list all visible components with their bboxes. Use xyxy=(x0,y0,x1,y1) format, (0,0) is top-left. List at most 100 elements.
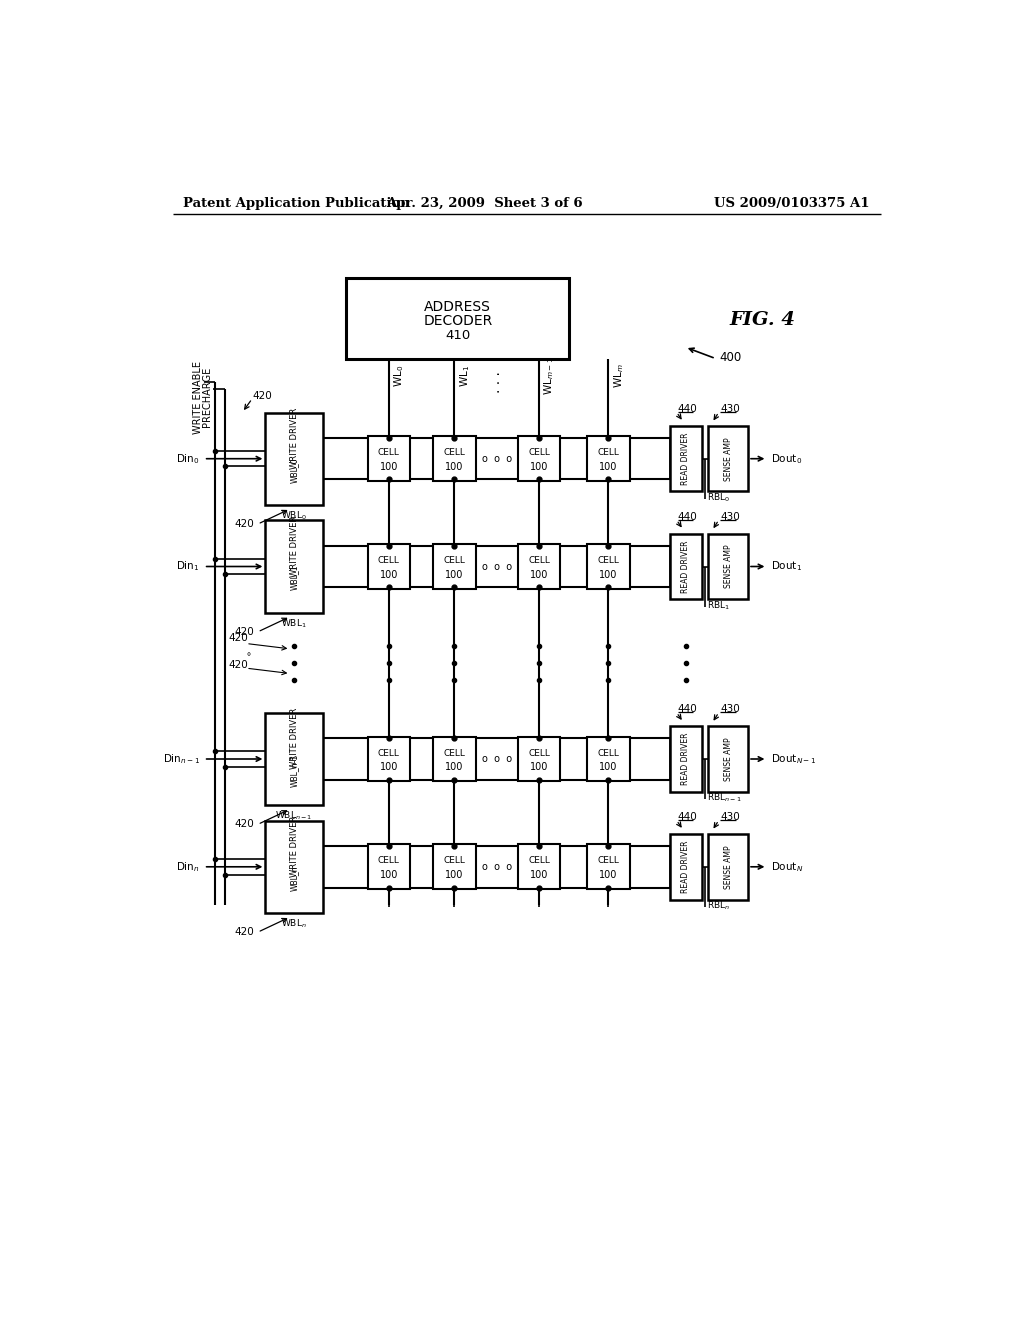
Text: SENSE AMP: SENSE AMP xyxy=(724,845,732,888)
Text: READ DRIVER: READ DRIVER xyxy=(681,841,690,894)
Text: 100: 100 xyxy=(380,462,398,471)
Text: SENSE AMP: SENSE AMP xyxy=(724,545,732,589)
Text: 100: 100 xyxy=(599,569,617,579)
Text: RBL$_1$: RBL$_1$ xyxy=(708,599,730,611)
Text: Dout$_0$: Dout$_0$ xyxy=(771,451,803,466)
Text: RBL$_n$: RBL$_n$ xyxy=(708,899,730,912)
Text: 420: 420 xyxy=(234,519,254,529)
Bar xyxy=(518,737,560,781)
Text: 100: 100 xyxy=(599,762,617,772)
Bar xyxy=(670,834,701,899)
Text: 100: 100 xyxy=(445,569,464,579)
Text: CELL: CELL xyxy=(443,449,465,458)
Text: 420: 420 xyxy=(234,820,254,829)
Text: 430: 430 xyxy=(721,705,740,714)
Text: WRITE DRIVER: WRITE DRIVER xyxy=(290,708,299,770)
Text: 100: 100 xyxy=(380,870,398,880)
Text: WL$_0$: WL$_0$ xyxy=(392,364,407,387)
Text: WBL$_{n-1}$: WBL$_{n-1}$ xyxy=(275,809,313,822)
Text: WBL_0: WBL_0 xyxy=(290,457,299,483)
Bar xyxy=(587,845,630,890)
Bar xyxy=(587,437,630,480)
Text: 100: 100 xyxy=(529,462,548,471)
Text: WL$_m$: WL$_m$ xyxy=(611,363,626,388)
Text: 440: 440 xyxy=(678,404,697,414)
Text: CELL: CELL xyxy=(528,449,550,458)
Text: READ DRIVER: READ DRIVER xyxy=(681,540,690,593)
Text: CELL: CELL xyxy=(528,857,550,866)
Text: WRITE DRIVER: WRITE DRIVER xyxy=(290,516,299,577)
Bar xyxy=(433,737,475,781)
Text: WRITE ENABLE: WRITE ENABLE xyxy=(193,360,203,433)
Bar xyxy=(587,737,630,781)
Text: 440: 440 xyxy=(678,512,697,521)
Text: FIG. 4: FIG. 4 xyxy=(729,312,795,329)
Text: CELL: CELL xyxy=(597,449,620,458)
Bar xyxy=(346,277,569,359)
Bar xyxy=(518,845,560,890)
Text: WL$_1$: WL$_1$ xyxy=(458,364,472,387)
Text: CELL: CELL xyxy=(378,449,399,458)
Text: 410: 410 xyxy=(445,329,470,342)
Text: o  o  o: o o o xyxy=(481,862,512,871)
Text: WL$_{m-1}$: WL$_{m-1}$ xyxy=(543,356,556,395)
Text: CELL: CELL xyxy=(597,748,620,758)
Bar xyxy=(433,544,475,589)
Text: Din$_0$: Din$_0$ xyxy=(176,451,200,466)
Text: 440: 440 xyxy=(678,705,697,714)
Bar xyxy=(368,437,410,480)
Text: Dout$_N$: Dout$_N$ xyxy=(771,859,804,874)
Bar xyxy=(518,437,560,480)
Text: PRECHARGE: PRECHARGE xyxy=(202,367,212,428)
Text: 100: 100 xyxy=(599,462,617,471)
Text: o  o  o: o o o xyxy=(481,454,512,463)
Bar xyxy=(265,821,323,913)
Text: ADDRESS: ADDRESS xyxy=(424,301,492,314)
Text: 100: 100 xyxy=(380,569,398,579)
Text: US 2009/0103375 A1: US 2009/0103375 A1 xyxy=(715,197,869,210)
Text: 430: 430 xyxy=(721,512,740,521)
Text: 420: 420 xyxy=(228,660,249,671)
Text: . . .: . . . xyxy=(489,371,504,392)
Text: CELL: CELL xyxy=(597,556,620,565)
Text: 420: 420 xyxy=(252,391,272,400)
Text: CELL: CELL xyxy=(443,748,465,758)
Text: CELL: CELL xyxy=(378,857,399,866)
Text: Apr. 23, 2009  Sheet 3 of 6: Apr. 23, 2009 Sheet 3 of 6 xyxy=(386,197,583,210)
Text: CELL: CELL xyxy=(378,556,399,565)
Bar xyxy=(265,520,323,612)
Text: WBL$_n$: WBL$_n$ xyxy=(282,917,307,931)
Bar xyxy=(708,726,749,792)
Text: 430: 430 xyxy=(721,404,740,414)
Text: 420: 420 xyxy=(228,634,249,643)
Text: RBL$_{n-1}$: RBL$_{n-1}$ xyxy=(708,792,742,804)
Text: Dout$_{N-1}$: Dout$_{N-1}$ xyxy=(771,752,816,766)
Bar xyxy=(708,533,749,599)
Bar xyxy=(708,834,749,899)
Text: Din$_n$: Din$_n$ xyxy=(176,859,200,874)
Bar xyxy=(708,426,749,491)
Text: SENSE AMP: SENSE AMP xyxy=(724,737,732,781)
Bar xyxy=(368,845,410,890)
Text: RBL$_0$: RBL$_0$ xyxy=(708,491,730,504)
Text: WBL_n: WBL_n xyxy=(290,865,299,891)
Bar xyxy=(518,544,560,589)
Text: 100: 100 xyxy=(380,762,398,772)
Text: CELL: CELL xyxy=(528,748,550,758)
Text: o  o  o: o o o xyxy=(481,754,512,764)
Text: 100: 100 xyxy=(445,762,464,772)
Text: READ DRIVER: READ DRIVER xyxy=(681,433,690,484)
Bar xyxy=(670,533,701,599)
Text: CELL: CELL xyxy=(443,857,465,866)
Text: 100: 100 xyxy=(529,762,548,772)
Bar xyxy=(670,726,701,792)
Text: 400: 400 xyxy=(720,351,741,363)
Text: WRITE DRIVER: WRITE DRIVER xyxy=(290,408,299,469)
Text: CELL: CELL xyxy=(597,857,620,866)
Text: 100: 100 xyxy=(445,870,464,880)
Text: $\circ$: $\circ$ xyxy=(245,648,252,659)
Text: 440: 440 xyxy=(678,812,697,822)
Text: 420: 420 xyxy=(234,927,254,937)
Text: WBL_n-1: WBL_n-1 xyxy=(290,754,299,787)
Bar xyxy=(433,437,475,480)
